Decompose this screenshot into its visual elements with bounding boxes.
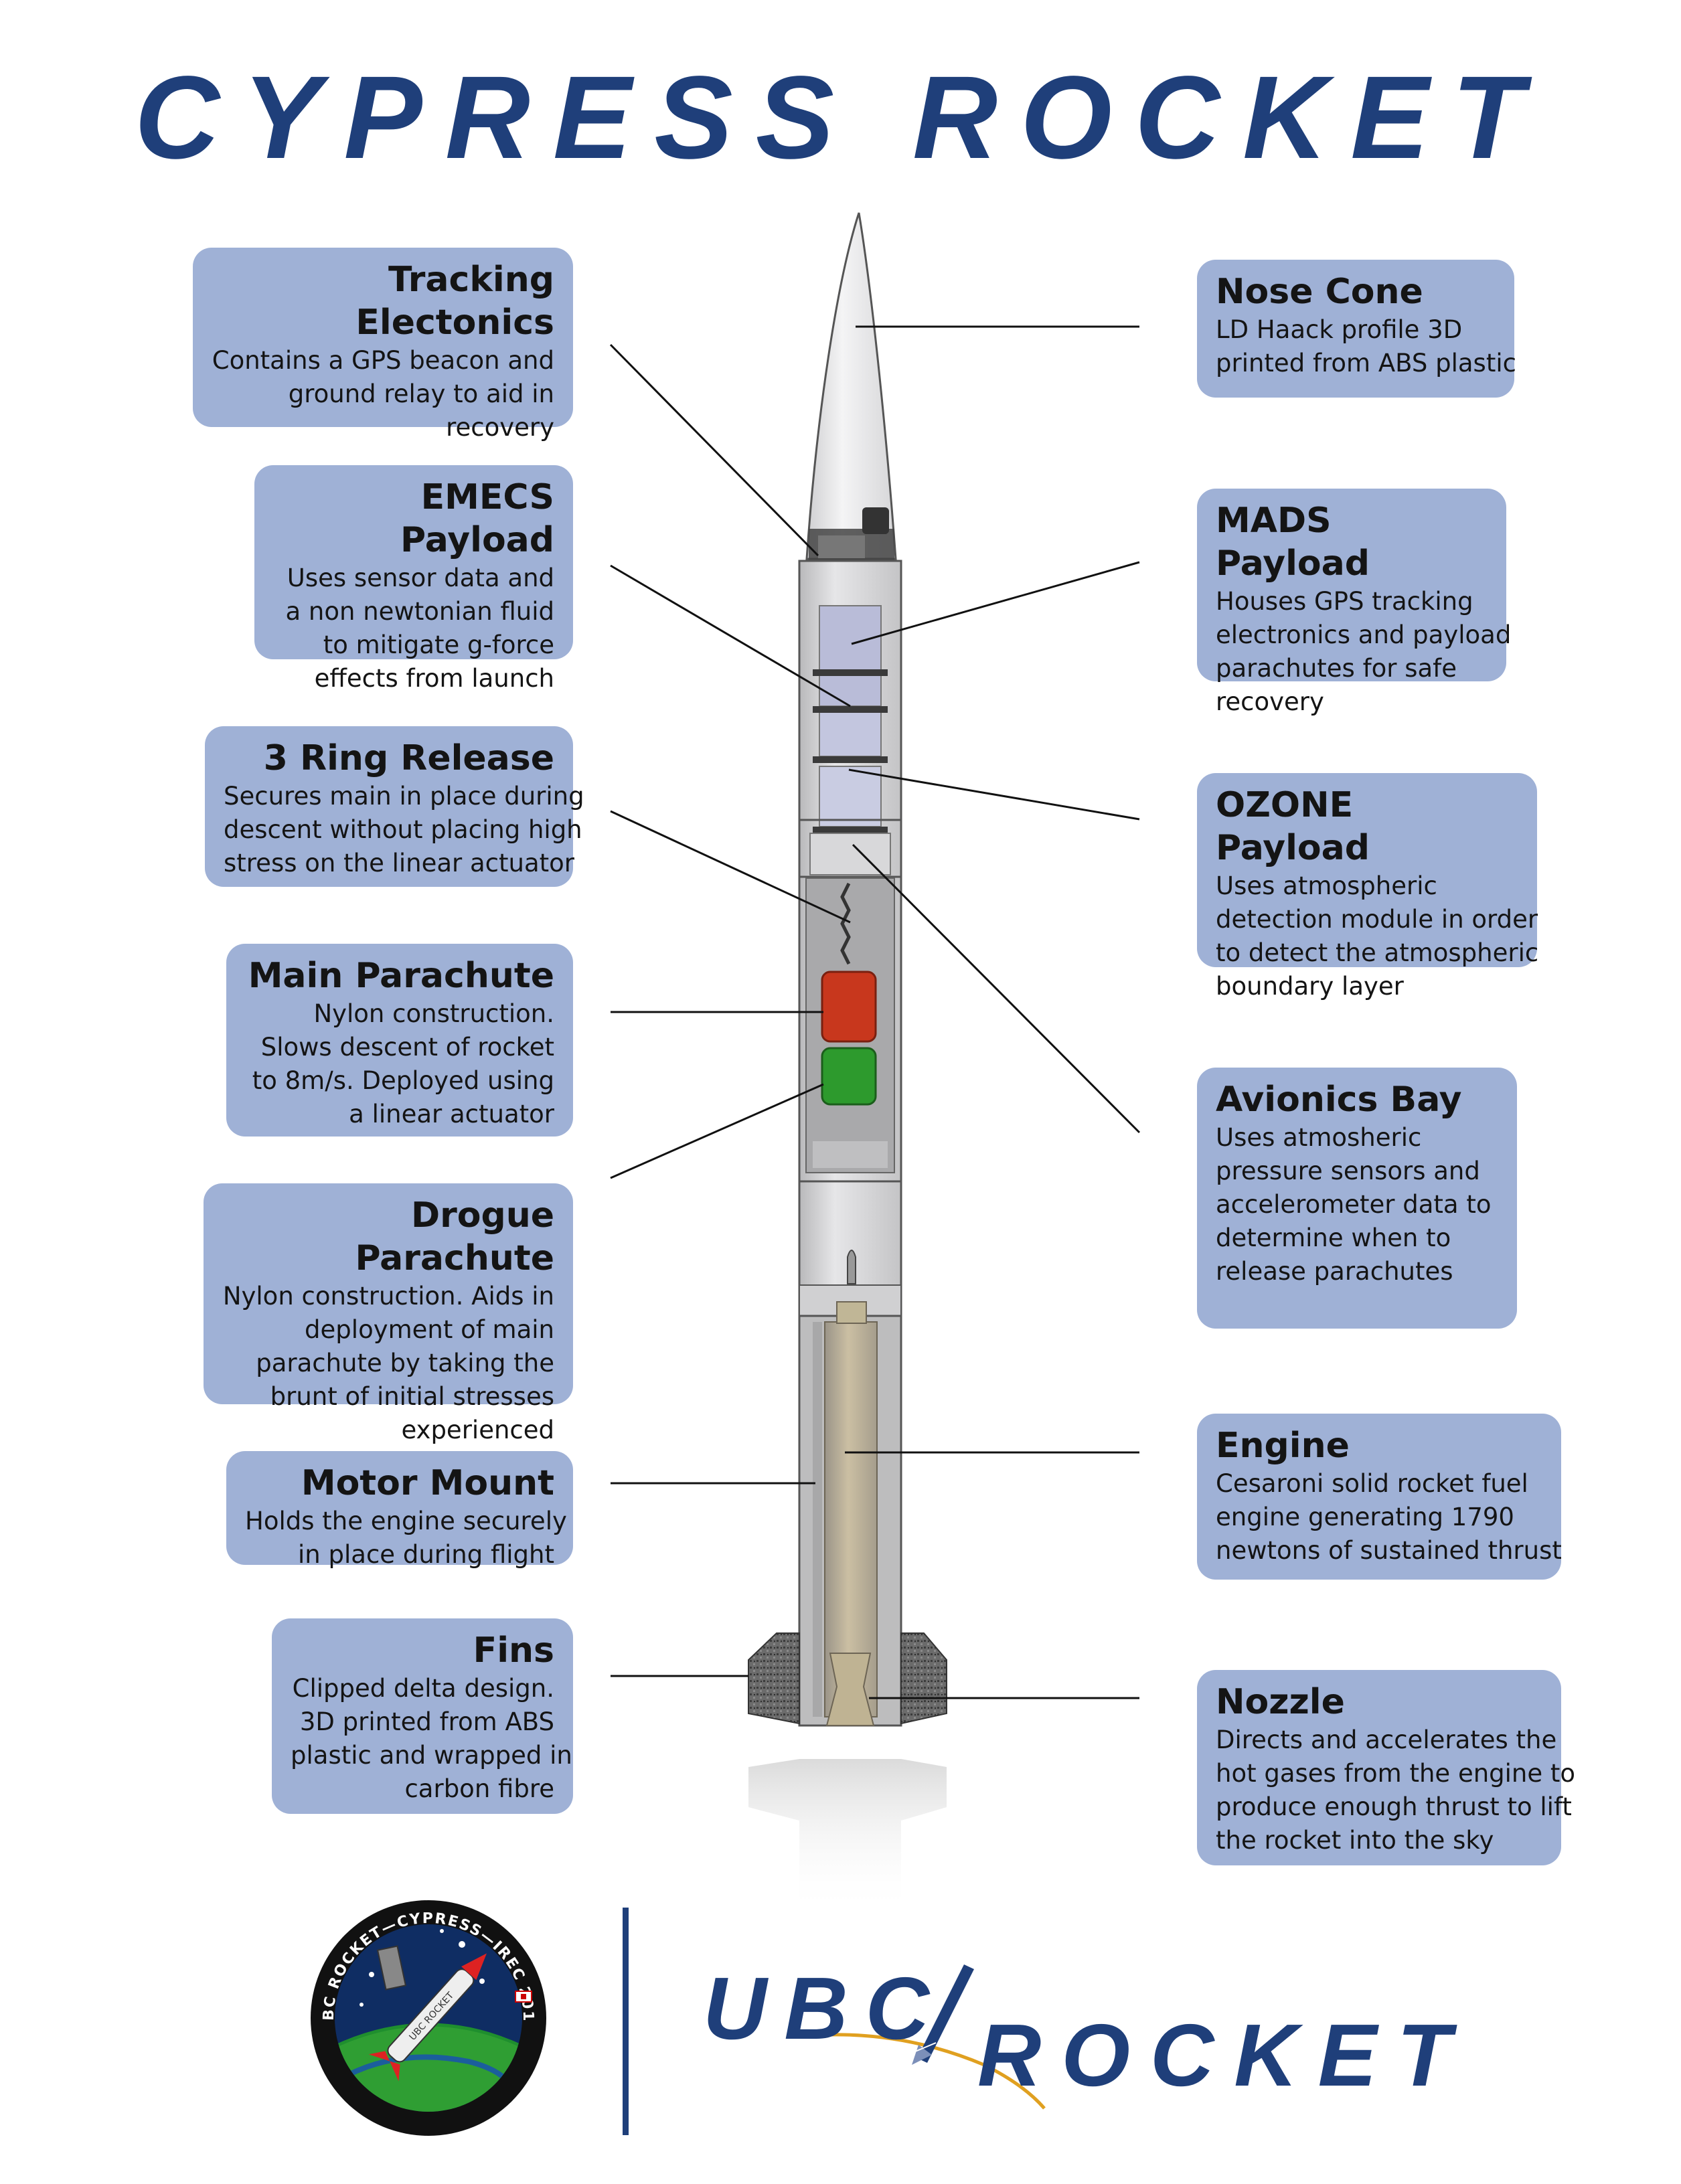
- callout-title: Main Parachute: [248, 956, 554, 996]
- callout-text-line: ground relay to aid in: [288, 380, 554, 408]
- callout-title: OZONE Payload: [1216, 785, 1370, 868]
- callout-text-line: newtons of sustained thrust: [1216, 1536, 1562, 1565]
- callout-text-line: experienced: [401, 1416, 554, 1444]
- callout-text-line: hot gases from the engine to: [1216, 1759, 1576, 1788]
- callout-3-ring-release: 3 Ring Release Secures main in place duri…: [205, 726, 584, 887]
- callout-text-line: Contains a GPS beacon and: [212, 346, 554, 375]
- callout-title: EMECS Payload: [400, 477, 554, 560]
- callout-text-line: Holds the engine securely: [245, 1507, 567, 1535]
- callout-drogue-parachute: Drogue Parachute Nylon construction. Aids…: [204, 1183, 573, 1444]
- logo-word-ubc: UBC: [703, 1959, 947, 2057]
- callout-text-line: Nylon construction. Aids in: [222, 1282, 554, 1311]
- callout-text-line: the rocket into the sky: [1216, 1826, 1494, 1855]
- callout-text-line: parachutes for safe: [1216, 654, 1457, 683]
- callout-title: Nozzle: [1216, 1682, 1345, 1722]
- callout-mads-payload: MADS Payload Houses GPS tracking electroni…: [1197, 489, 1512, 716]
- logo-divider: [623, 1908, 629, 2135]
- main-chute-shape: [821, 971, 877, 1043]
- callout-nose-cone: Nose Cone LD Haack profile 3D printed from…: [1197, 260, 1516, 398]
- callout-motor-mount: Motor Mount Holds the engine securely in p…: [226, 1451, 573, 1569]
- callout-text-line: Clipped delta design.: [292, 1674, 554, 1703]
- callout-text-line: Uses sensor data and: [287, 564, 554, 592]
- callout-ozone-payload: OZONE Payload Uses atmospheric detection m…: [1197, 773, 1539, 1001]
- drogue-chute-shape: [821, 1047, 877, 1106]
- callout-text-line: detection module in order: [1216, 905, 1538, 934]
- logo-word-rocket: ROCKET: [977, 2006, 1471, 2104]
- callout-text-line: carbon fibre: [404, 1774, 554, 1803]
- leader-lines: [609, 325, 1141, 1699]
- nose-cone-shape: [805, 212, 897, 560]
- callout-text-line: descent without placing high: [224, 815, 582, 844]
- callout-text-line: to mitigate g-force: [323, 631, 554, 659]
- callout-nozzle: Nozzle Directs and accelerates the hot gas…: [1197, 1670, 1576, 1865]
- callout-text-line: Directs and accelerates the: [1216, 1726, 1557, 1754]
- callout-text-line: 3D printed from ABS: [299, 1707, 554, 1736]
- callout-emecs-payload: EMECS Payload Uses sensor data and a non n…: [254, 465, 573, 693]
- callout-text-line: recovery: [1216, 687, 1324, 716]
- callout-title: Tracking Electonics: [355, 260, 554, 343]
- callout-text-line: Nylon construction.: [313, 999, 554, 1028]
- callout-title: Fins: [473, 1630, 554, 1671]
- callout-title: Motor Mount: [301, 1463, 554, 1503]
- callout-title: Engine: [1216, 1426, 1350, 1466]
- callout-text-line: a non newtonian fluid: [285, 597, 555, 626]
- callout-text-line: stress on the linear actuator: [224, 849, 575, 877]
- callout-title: MADS Payload: [1216, 501, 1370, 584]
- callout-text-line: LD Haack profile 3D: [1216, 315, 1463, 344]
- callout-text-line: accelerometer data to: [1216, 1190, 1492, 1219]
- callout-text-line: release parachutes: [1216, 1257, 1453, 1286]
- callout-title: Avionics Bay: [1216, 1080, 1462, 1120]
- callout-engine: Engine Cesaroni solid rocket fuel engine g…: [1197, 1414, 1562, 1580]
- callout-text-line: in place during flight: [298, 1540, 554, 1569]
- callout-title: 3 Ring Release: [263, 738, 554, 778]
- poster-title: CYPRESS ROCKET: [134, 52, 1547, 183]
- callout-text-line: determine when to: [1216, 1224, 1451, 1252]
- callout-tracking-electronics: Tracking Electonics Contains a GPS beacon…: [193, 248, 573, 442]
- callout-text-line: pressure sensors and: [1216, 1157, 1480, 1185]
- callout-text-line: a linear actuator: [349, 1100, 554, 1128]
- callout-text-line: Uses atmosheric: [1216, 1123, 1422, 1152]
- callout-text-line: recovery: [446, 413, 554, 442]
- callout-text-line: Uses atmospheric: [1216, 871, 1437, 900]
- nozzle-shape: [825, 1653, 875, 1726]
- callout-text-line: printed from ABS plastic: [1216, 349, 1516, 377]
- callout-text-line: produce enough thrust to lift: [1216, 1792, 1572, 1821]
- callout-text-line: Slows descent of rocket: [260, 1033, 554, 1062]
- callout-text-line: deployment of main: [305, 1315, 554, 1344]
- right-fin: [900, 1632, 947, 1725]
- callout-main-parachute: Main Parachute Nylon construction. Slows d…: [226, 944, 573, 1137]
- callout-title: Drogue Parachute: [355, 1195, 554, 1278]
- callout-text-line: to detect the atmospheric: [1216, 938, 1539, 967]
- callout-fins: Fins Clipped delta design. 3D printed from…: [272, 1618, 573, 1814]
- left-fin: [748, 1632, 800, 1725]
- callout-text-line: Houses GPS tracking: [1216, 587, 1473, 616]
- callout-text-line: to 8m/s. Deployed using: [252, 1066, 554, 1095]
- callout-text-line: boundary layer: [1216, 972, 1404, 1001]
- callout-text-line: electronics and payload: [1216, 620, 1512, 649]
- callout-text-line: Cesaroni solid rocket fuel: [1216, 1469, 1528, 1498]
- callout-text-line: effects from launch: [314, 664, 554, 693]
- callout-avionics-bay: Avionics Bay Uses atmosheric pressure sens…: [1197, 1068, 1517, 1329]
- callout-text-line: Secures main in place during: [224, 782, 584, 811]
- callout-text-line: engine generating 1790: [1216, 1503, 1514, 1531]
- callout-text-line: brunt of initial stresses: [270, 1382, 554, 1411]
- callout-text-line: plastic and wrapped in: [291, 1741, 572, 1770]
- callout-text-line: parachute by taking the: [256, 1349, 554, 1377]
- ubc-logo-swoosh: [803, 1964, 1046, 2110]
- callout-title: Nose Cone: [1216, 272, 1423, 312]
